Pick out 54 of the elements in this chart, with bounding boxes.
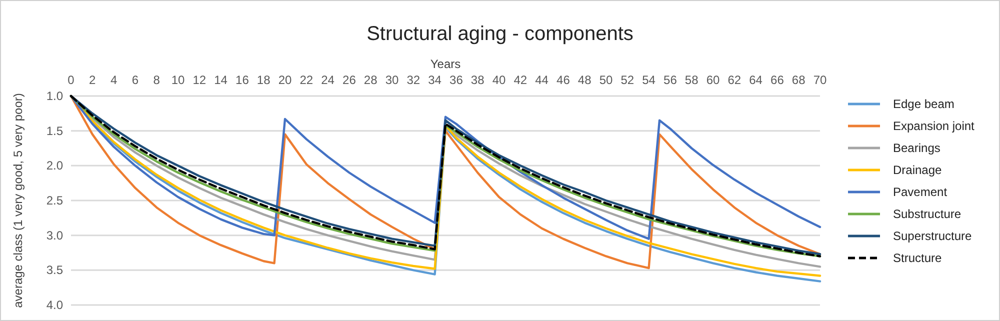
x-tick-label: 34 [428,73,442,87]
x-tick-label: 20 [278,73,292,87]
y-tick-label: 4.0 [46,298,64,312]
x-tick-label: 70 [813,73,827,87]
x-tick-label: 62 [728,73,742,87]
x-tick-label: 56 [664,73,678,87]
x-tick-label: 36 [450,73,464,87]
y-tick-label: 2.5 [46,194,64,208]
y-tick-label: 2.0 [46,158,64,173]
y-tick-label: 1.5 [46,124,64,138]
legend-label: Bearings [893,141,940,155]
x-tick-label: 6 [132,73,139,87]
x-tick-label: 0 [68,73,75,87]
x-tick-label: 16 [236,73,250,87]
x-tick-label: 40 [492,73,506,87]
y-axis-title: average class (1 very good, 5 very poor) [11,93,25,308]
x-tick-label: 38 [470,73,485,87]
x-tick-label: 46 [556,73,570,87]
x-tick-label: 50 [599,73,613,87]
y-tick-label: 3.0 [46,228,64,242]
x-tick-label: 26 [342,73,356,87]
x-tick-label: 12 [192,73,206,87]
x-tick-label: 24 [321,73,335,87]
x-tick-label: 10 [171,73,185,87]
legend-label: Expansion joint [893,119,976,133]
x-tick-label: 68 [792,73,806,87]
x-tick-label: 60 [706,73,720,87]
legend-label: Structure [893,251,942,265]
legend-label: Substructure [893,207,962,221]
legend-label: Drainage [893,163,942,177]
legend-label: Superstructure [893,229,972,243]
x-tick-label: 30 [385,73,399,87]
x-tick-label: 42 [514,73,528,87]
x-tick-label: 66 [770,73,784,87]
x-tick-label: 18 [256,73,271,87]
x-tick-label: 28 [364,73,378,87]
x-tick-label: 52 [620,73,634,87]
x-tick-label: 44 [535,73,549,87]
x-tick-label: 54 [642,73,656,87]
x-tick-label: 64 [749,73,763,87]
x-tick-label: 58 [684,73,699,87]
legend-label: Edge beam [893,97,954,111]
x-tick-label: 48 [578,73,592,87]
legend-label: Pavement [893,185,948,199]
x-tick-label: 22 [300,73,314,87]
y-tick-label: 1.0 [46,89,64,103]
x-tick-label: 4 [110,73,118,87]
x-tick-label: 8 [153,73,160,87]
x-axis-title: Years [430,57,461,71]
chart-title: Structural aging - components [366,23,634,45]
x-tick-label: 32 [406,73,420,87]
x-tick-label: 14 [214,73,228,87]
y-tick-label: 3.5 [46,263,64,278]
x-tick-label: 2 [89,73,96,87]
